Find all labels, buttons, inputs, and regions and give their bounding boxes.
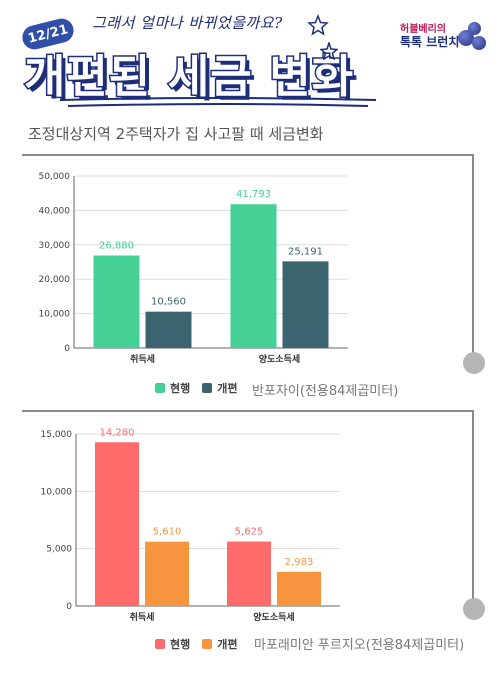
legend-label: 개편 [217, 638, 238, 651]
bar [227, 541, 271, 606]
data-label: 14,280 [100, 427, 135, 438]
y-tick-label: 10,000 [41, 487, 73, 497]
y-tick-label: 5,000 [46, 545, 72, 555]
data-label: 10,560 [151, 297, 186, 308]
blueberry-logo-icon [458, 30, 474, 46]
x-tick-label: 양도소득세 [253, 611, 294, 623]
star-icon [320, 42, 338, 60]
y-tick-label: 40,000 [39, 206, 71, 216]
legend-label: 현행 [170, 382, 191, 395]
data-label: 26,880 [99, 241, 134, 252]
legend-swatch [155, 639, 165, 649]
data-label: 25,191 [288, 246, 323, 257]
bar [282, 261, 329, 348]
legend-label: 개편 [217, 382, 238, 395]
chart-1-caption: 반포자이(전용84제곱미터) [252, 384, 399, 399]
y-tick-label: 15,000 [41, 430, 73, 440]
blueberry-logo-icon [468, 22, 481, 35]
y-tick-label: 0 [66, 602, 72, 612]
legend-swatch [202, 639, 213, 649]
y-tick-label: 10,000 [39, 310, 71, 320]
data-label: 2,983 [285, 557, 314, 568]
chart-2: 0 5,000 10,000 15,000 취득세 14,280 5,610 양도소득세 5,6… [41, 427, 340, 623]
title-underline [59, 97, 377, 107]
bar [95, 442, 139, 606]
chart-2-caption: 마포래미안 푸르지오(전용84제곱미터) [254, 638, 465, 653]
data-label: 41,793 [236, 189, 271, 200]
bar [145, 311, 192, 348]
bar [230, 204, 277, 348]
chart-frame-2 [22, 410, 474, 610]
section-title: 조정대상지역 2주택자가 집 사고팔 때 세금변화 [28, 125, 324, 143]
frame-dot [463, 598, 485, 620]
legend-swatch [202, 383, 213, 393]
x-tick-label: 양도소득세 [259, 353, 300, 365]
y-tick-label: 30,000 [39, 241, 71, 251]
legend-item-current: 현행 [155, 380, 190, 396]
brand-name: 허블베리의 [400, 24, 446, 35]
legend-item-revised: 개편 [202, 380, 238, 396]
legend-swatch [155, 383, 165, 393]
y-tick-label: 0 [64, 344, 70, 354]
legend-item-current: 현행 [155, 636, 190, 652]
chart-1-legend: 현행 개편 [155, 380, 250, 396]
page-title: 개편된 세금 변화 [22, 49, 355, 105]
star-icon [307, 14, 329, 36]
header: 12/21 그래서 얼마나 바뀌었을까요? 개편된 세금 변화 허블베리의 톡톡… [0, 0, 500, 115]
x-tick-label: 취득세 [130, 611, 155, 623]
brand-subtitle: 톡톡 브런치 [400, 35, 460, 49]
data-label: 5,610 [153, 527, 182, 538]
chart-frame-1 [22, 154, 474, 364]
bar [145, 541, 189, 606]
frame-dot [463, 352, 485, 374]
header-subtitle: 그래서 얼마나 바뀌었을까요? [92, 14, 283, 32]
x-tick-label: 취득세 [130, 353, 155, 365]
data-label: 5,625 [235, 527, 264, 538]
bar [93, 255, 140, 348]
legend-label: 현행 [170, 638, 191, 651]
legend-item-revised: 개편 [202, 636, 238, 652]
bar [277, 571, 321, 606]
chart-2-legend: 현행 개편 [155, 636, 250, 652]
y-tick-label: 50,000 [39, 172, 71, 182]
y-tick-label: 20,000 [39, 275, 71, 285]
chart-1: 0 10,000 20,000 30,000 40,000 50,000 취득세 26,880… [39, 172, 348, 365]
blueberry-logo-icon [472, 36, 486, 50]
